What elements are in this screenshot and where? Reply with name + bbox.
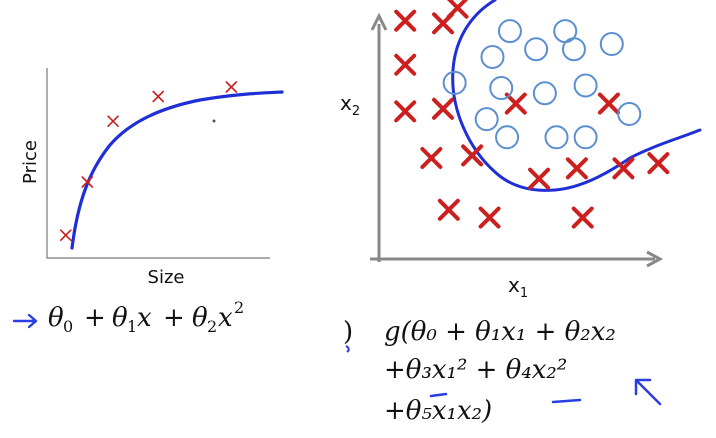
stray-dot [212,119,216,123]
right-cross-point [647,152,670,175]
right-xlabel-sub: 1 [520,286,528,301]
pen-arrow-left [12,313,38,329]
right-circle-point [442,70,467,95]
formula-x1: x [137,303,152,333]
left-data-point [152,90,164,103]
left-plot: Price Size θ 0 + θ 1 x + θ 2 x 2 [12,68,284,336]
right-circle-point [474,107,499,132]
right-circle-point [599,32,624,57]
right-cross-point [597,92,620,115]
right-cross-point [432,97,455,120]
right-circle-point [480,44,505,69]
right-cross-point [528,167,551,190]
formula-x2: x [218,303,233,333]
formula-line3: +θ₅x₁x₂) [384,396,492,426]
underline-x1 [429,392,448,398]
right-circle-point [489,76,514,101]
right-cross-point [394,100,417,123]
right-plot: x2 x1 [340,0,702,301]
right-cross-point [504,92,527,115]
left-formula: θ 0 + θ 1 x + θ 2 x 2 [48,298,244,336]
formula-theta1: θ [112,303,128,333]
right-ylabel-main: x [340,91,352,115]
right-cross-point [432,12,455,35]
right-cross-point [565,157,588,180]
right-ylabel: x2 [340,91,360,119]
pen-arrow-right-icon [634,378,662,406]
right-cross-point [612,157,635,180]
right-circle-point [573,73,598,98]
formula-line2: +θ₃x₁² + θ₄x₂² [384,355,567,385]
right-circle-point [573,125,598,150]
right-xlabel-main: x [508,273,520,297]
left-data-points [59,81,238,241]
right-circle-point [617,101,642,126]
left-data-point [81,176,94,188]
right-data-points [394,0,670,229]
right-circle-point [495,125,520,150]
formula-sub2: 2 [207,317,217,336]
left-xlabel: Size [148,267,185,288]
left-data-point [59,229,72,241]
right-circle-point [544,125,569,150]
paren-fragment: ) [343,317,353,347]
right-circle-point [524,37,549,62]
underline-x2-squared [551,398,582,404]
right-cross-point [394,9,417,32]
formula-theta0: θ [48,303,64,333]
right-ylabel-sub: 2 [352,104,360,119]
right-circle-point [532,81,557,106]
right-circle-point [497,19,522,44]
formula-theta2: θ [192,303,208,333]
left-axis [46,68,270,259]
right-circle-point [561,37,586,62]
right-cross-point [571,206,594,229]
formula-sub1: 1 [127,317,137,336]
right-x-arrow-icon [646,250,664,268]
formula-sup2: 2 [234,298,244,317]
left-fit-curve [70,90,284,250]
formula-sub0: 0 [63,317,73,336]
decision-boundary [451,0,702,192]
right-cross-point [478,206,501,229]
right-cross-point [420,146,443,169]
formula-plus2: + [163,303,185,333]
left-data-point [225,81,238,93]
right-cross-point [394,53,417,76]
right-formula: ) g(θ₀ + θ₁x₁ + θ₂x₂ +θ₃x₁² + θ₄x₂² +θ₅x… [343,317,662,426]
right-cross-point [461,144,484,167]
pen-mark-fragment [345,345,350,353]
left-ylabel: Price [20,140,41,184]
formula-plus1: + [84,303,106,333]
right-y-arrow-icon [370,12,388,31]
right-xlabel: x1 [508,273,528,301]
left-data-point [107,115,119,127]
right-cross-point [437,198,460,221]
formula-line1: g(θ₀ + θ₁x₁ + θ₂x₂ [384,317,616,347]
